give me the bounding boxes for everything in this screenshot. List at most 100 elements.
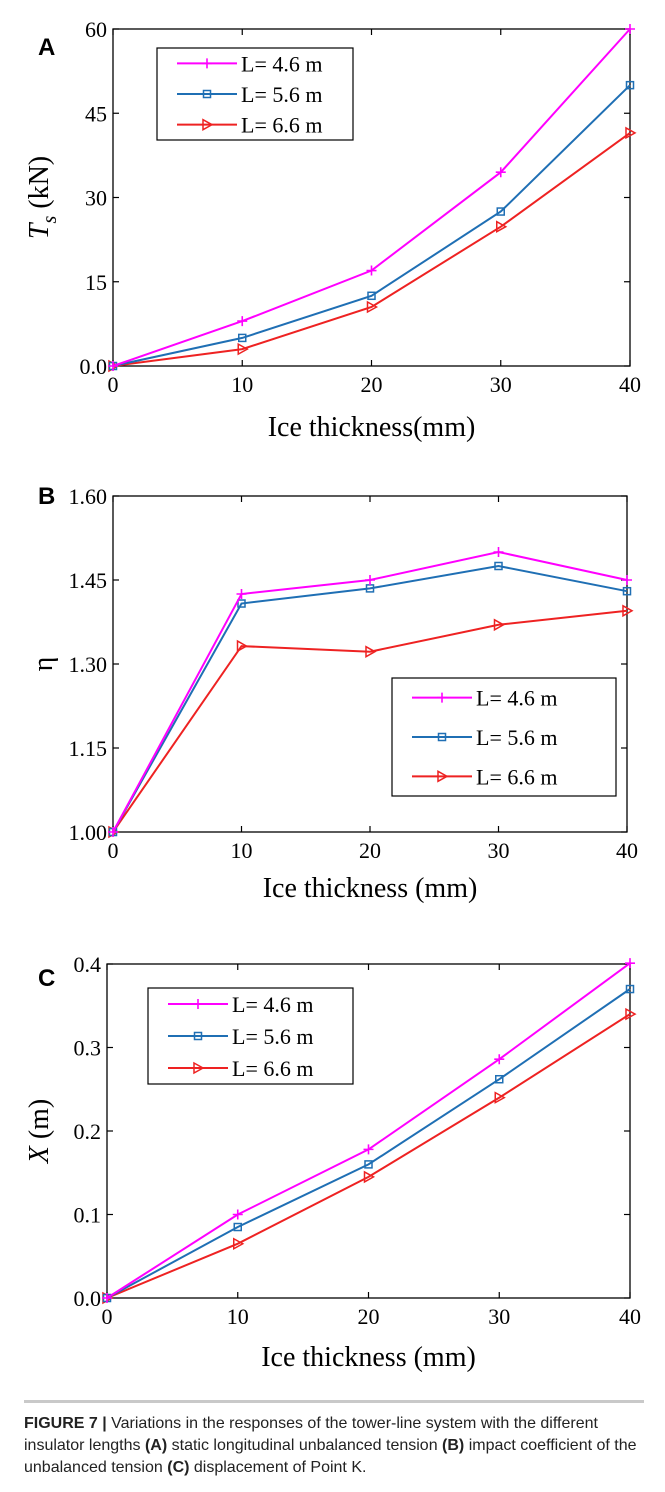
y-axis-label: Ts (kN) [24, 156, 61, 239]
data-point [366, 265, 377, 276]
panel-label: A [38, 34, 55, 61]
series-line [112, 84, 631, 367]
data-point [625, 1007, 637, 1021]
data-point [102, 1293, 112, 1303]
data-point [494, 1054, 505, 1065]
data-point [622, 586, 632, 596]
legend-label: L= 6.6 m [232, 1056, 313, 1081]
data-point [108, 827, 118, 837]
y-tick-label: 1.00 [69, 820, 108, 845]
legend-label: L= 6.6 m [476, 764, 557, 789]
caption-text-1: Variations in the responses of the tower… [24, 1415, 598, 1454]
series-6.6 [108, 604, 634, 839]
legend-marker [202, 89, 212, 99]
y-tick-label: 0.4 [74, 952, 102, 977]
caption-ref-b: (B) [442, 1437, 465, 1454]
data-point [367, 291, 376, 301]
legend-label: L= 5.6 m [232, 1024, 313, 1049]
y-axis-label-symbol: X [24, 1145, 55, 1164]
legend-marker [202, 58, 212, 69]
data-point [237, 599, 246, 608]
data-point [494, 1091, 506, 1104]
x-tick-label: 40 [619, 372, 641, 397]
series-4.6 [108, 24, 635, 371]
caption-text-3: impact coefficient of the unbalanced ten… [24, 1437, 637, 1476]
x-tick-label: 30 [488, 1304, 510, 1329]
data-point [237, 342, 249, 356]
legend-marker [193, 1031, 203, 1041]
data-point [365, 645, 377, 658]
data-point [625, 958, 635, 969]
y-tick-label: 15 [85, 270, 107, 295]
legend-marker [193, 999, 203, 1009]
x-tick-label: 20 [361, 372, 383, 397]
y-tick-label: 30 [85, 186, 107, 211]
legend: L= 4.6 m L= 5.6 m L= 6.6 m [147, 987, 354, 1085]
legend-label: L= 5.6 m [241, 82, 322, 107]
data-point [495, 1074, 504, 1084]
data-point [622, 604, 634, 618]
y-axis-label: X (m) [24, 1099, 55, 1165]
y-tick-label: 1.30 [69, 652, 108, 677]
legend-label: L= 6.6 m [241, 113, 322, 138]
series-line [106, 988, 631, 1299]
data-point [625, 24, 635, 34]
data-point [365, 575, 375, 585]
legend-label: L= 4.6 m [476, 686, 557, 711]
series-4.6 [108, 547, 632, 837]
data-point [622, 575, 632, 585]
y-axis-label-subscript: s [39, 216, 61, 224]
data-point [363, 1144, 374, 1155]
x-tick-label: 0 [102, 1304, 113, 1329]
chart-panel-A: 0 10 20 30 40 0.0 15 30 45 60 Ice thickness(mm) Ts … [24, 17, 641, 443]
data-point [232, 1209, 243, 1220]
figure-caption: FIGURE 7 | Variations in the responses o… [24, 1400, 644, 1479]
data-point [625, 984, 635, 994]
data-point [625, 126, 637, 140]
chart-panel-B: 0 10 20 30 40 1.00 1.15 1.30 1.45 1.60 Ice thickne… [28, 483, 638, 904]
y-tick-label: 45 [85, 101, 107, 126]
y-axis-label-unit: (kN) [24, 156, 55, 216]
x-tick-label: 30 [490, 372, 512, 397]
caption-ref-a: (A) [144, 1437, 168, 1454]
x-tick-label: 20 [359, 838, 381, 863]
x-tick-label: 10 [227, 1304, 249, 1329]
data-point [108, 361, 118, 371]
y-tick-label: 0.0 [80, 354, 108, 379]
legend: L= 4.6 m L= 5.6 m L= 6.6 m [391, 677, 617, 797]
y-tick-label: 0.1 [74, 1203, 102, 1228]
legend-marker [202, 118, 214, 131]
y-tick-label: 0.2 [74, 1119, 102, 1144]
x-tick-label: 30 [488, 838, 510, 863]
data-point [236, 639, 249, 653]
x-tick-label: 40 [616, 838, 638, 863]
series-4.6 [102, 958, 635, 1303]
x-tick-label: 10 [231, 372, 253, 397]
x-tick-label: 0 [108, 372, 119, 397]
data-point [233, 1222, 242, 1232]
x-axis-label: Ice thickness(mm) [268, 412, 476, 443]
caption-text-2: static longitudinal unbalanced tension [167, 1437, 443, 1454]
y-tick-label: 0.0 [74, 1286, 102, 1311]
data-point [496, 220, 508, 233]
data-point [236, 589, 247, 599]
series-line [106, 1013, 631, 1299]
legend-label: L= 4.6 m [232, 992, 313, 1017]
data-point [625, 80, 635, 90]
data-point [363, 1170, 376, 1184]
y-axis-label-symbol: η [28, 657, 59, 672]
x-tick-label: 40 [619, 1304, 641, 1329]
caption-text-4: displacement of Point K. [189, 1459, 367, 1476]
series-line [112, 132, 631, 367]
x-tick-label: 0 [108, 838, 119, 863]
legend-label: L= 4.6 m [241, 51, 322, 76]
chart-panel-C: 0 10 20 30 40 0.0 0.1 0.2 0.3 0.4 Ice thickness (m… [24, 952, 641, 1373]
x-tick-label: 10 [231, 838, 253, 863]
legend-marker [437, 692, 447, 703]
data-point [238, 333, 247, 343]
figure-charts: 0 10 20 30 40 0.0 15 30 45 60 Ice thickness(mm) Ts … [24, 17, 641, 1373]
legend-label: L= 5.6 m [476, 725, 557, 750]
y-tick-label: 1.15 [69, 736, 108, 761]
data-point [233, 1237, 245, 1250]
x-axis-label: Ice thickness (mm) [263, 873, 478, 904]
